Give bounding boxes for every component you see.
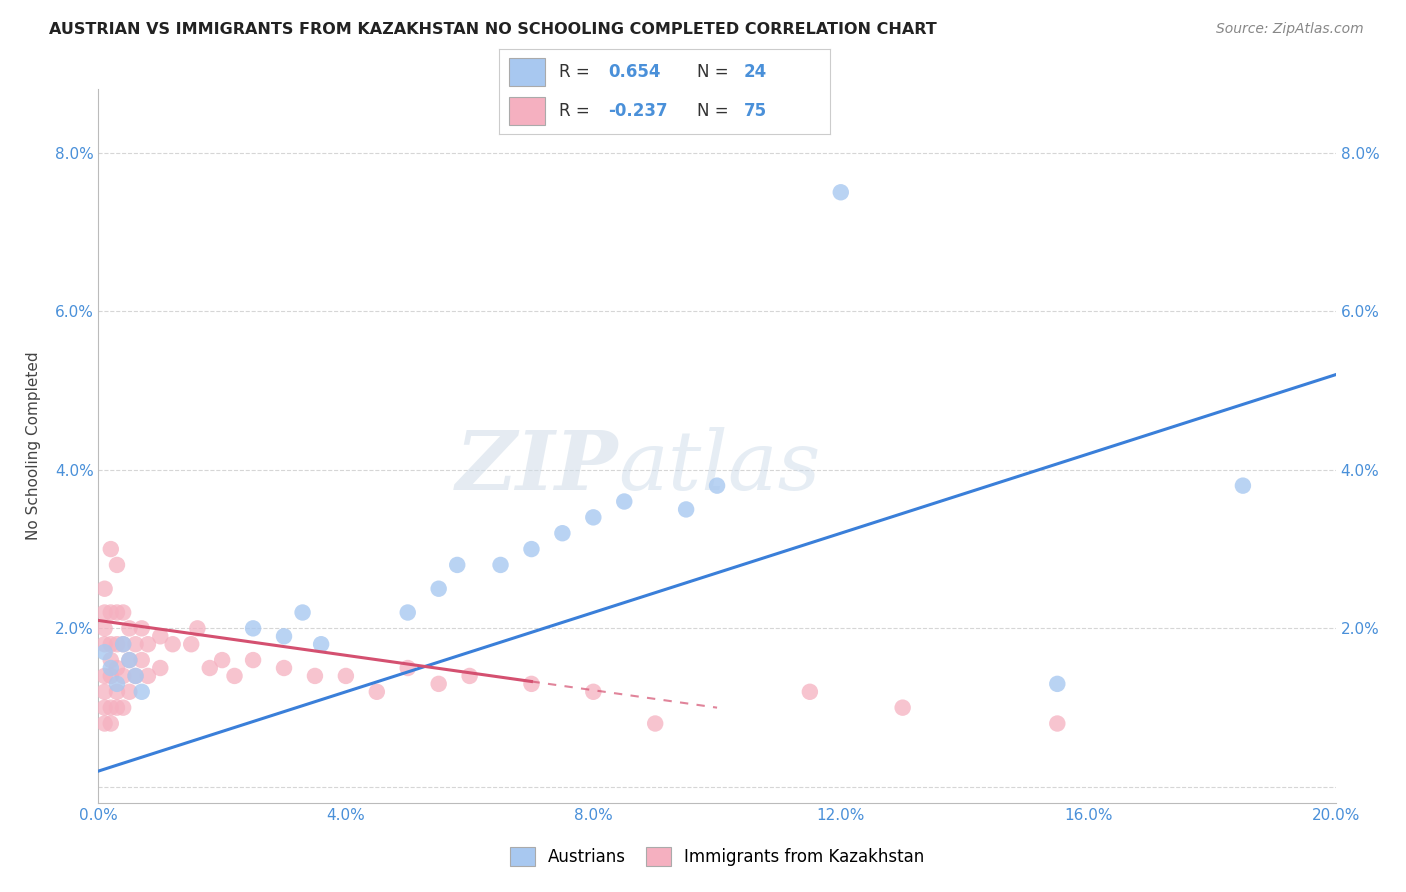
Point: [675, 502, 697, 516]
Point: [105, 661, 128, 675]
Point: [309, 637, 332, 651]
Point: [304, 669, 326, 683]
Point: [131, 685, 153, 699]
Point: [93, 645, 115, 659]
Point: [458, 669, 481, 683]
Y-axis label: No Schooling Completed: No Schooling Completed: [25, 351, 41, 541]
Point: [100, 542, 122, 557]
Legend: Austrians, Immigrants from Kazakhstan: Austrians, Immigrants from Kazakhstan: [503, 840, 931, 873]
Text: N =: N =: [697, 63, 734, 81]
Point: [131, 621, 153, 635]
Point: [105, 606, 128, 620]
Point: [396, 661, 419, 675]
Point: [118, 653, 141, 667]
Text: R =: R =: [558, 102, 595, 120]
Point: [291, 606, 314, 620]
Point: [551, 526, 574, 541]
Point: [224, 669, 246, 683]
Point: [112, 637, 135, 651]
Point: [100, 606, 122, 620]
Point: [136, 637, 159, 651]
Point: [149, 661, 172, 675]
Point: [335, 669, 357, 683]
Point: [1046, 716, 1069, 731]
Point: [105, 677, 128, 691]
Point: [100, 637, 122, 651]
Point: [105, 685, 128, 699]
Point: [799, 685, 821, 699]
Point: [118, 621, 141, 635]
Point: [93, 606, 115, 620]
Point: [489, 558, 512, 572]
Point: [644, 716, 666, 731]
Point: [582, 685, 605, 699]
Point: [1046, 677, 1069, 691]
Point: [105, 700, 128, 714]
Point: [520, 677, 543, 691]
Point: [124, 637, 146, 651]
Point: [93, 582, 115, 596]
Point: [112, 700, 135, 714]
Point: [273, 629, 295, 643]
Point: [131, 653, 153, 667]
Point: [613, 494, 636, 508]
Point: [100, 716, 122, 731]
Text: -0.237: -0.237: [609, 102, 668, 120]
Point: [273, 661, 295, 675]
Text: 24: 24: [744, 63, 766, 81]
Point: [1232, 478, 1254, 492]
Point: [118, 685, 141, 699]
Point: [100, 661, 122, 675]
Point: [242, 653, 264, 667]
Point: [149, 629, 172, 643]
Text: N =: N =: [697, 102, 734, 120]
Point: [112, 606, 135, 620]
Text: 75: 75: [744, 102, 766, 120]
Point: [93, 669, 115, 683]
Point: [100, 653, 122, 667]
Point: [93, 716, 115, 731]
Text: 0.654: 0.654: [609, 63, 661, 81]
Point: [112, 669, 135, 683]
Point: [112, 637, 135, 651]
Point: [366, 685, 388, 699]
Point: [582, 510, 605, 524]
Text: ZIP: ZIP: [456, 427, 619, 508]
Point: [186, 621, 208, 635]
Text: R =: R =: [558, 63, 595, 81]
Point: [830, 186, 852, 200]
Point: [180, 637, 202, 651]
Point: [93, 621, 115, 635]
Point: [162, 637, 184, 651]
Point: [118, 653, 141, 667]
Point: [427, 677, 450, 691]
Text: AUSTRIAN VS IMMIGRANTS FROM KAZAKHSTAN NO SCHOOLING COMPLETED CORRELATION CHART: AUSTRIAN VS IMMIGRANTS FROM KAZAKHSTAN N…: [49, 22, 936, 37]
FancyBboxPatch shape: [509, 96, 546, 126]
Text: atlas: atlas: [619, 427, 821, 508]
Text: Source: ZipAtlas.com: Source: ZipAtlas.com: [1216, 22, 1364, 37]
Point: [211, 653, 233, 667]
Point: [100, 669, 122, 683]
Point: [520, 542, 543, 557]
Point: [105, 637, 128, 651]
Point: [198, 661, 221, 675]
Point: [396, 606, 419, 620]
Point: [93, 637, 115, 651]
Point: [93, 685, 115, 699]
Point: [105, 558, 128, 572]
Point: [446, 558, 468, 572]
Point: [427, 582, 450, 596]
Point: [706, 478, 728, 492]
Point: [124, 669, 146, 683]
Point: [891, 700, 914, 714]
Point: [136, 669, 159, 683]
Point: [100, 700, 122, 714]
Point: [124, 669, 146, 683]
Point: [93, 700, 115, 714]
Point: [242, 621, 264, 635]
FancyBboxPatch shape: [509, 58, 546, 87]
